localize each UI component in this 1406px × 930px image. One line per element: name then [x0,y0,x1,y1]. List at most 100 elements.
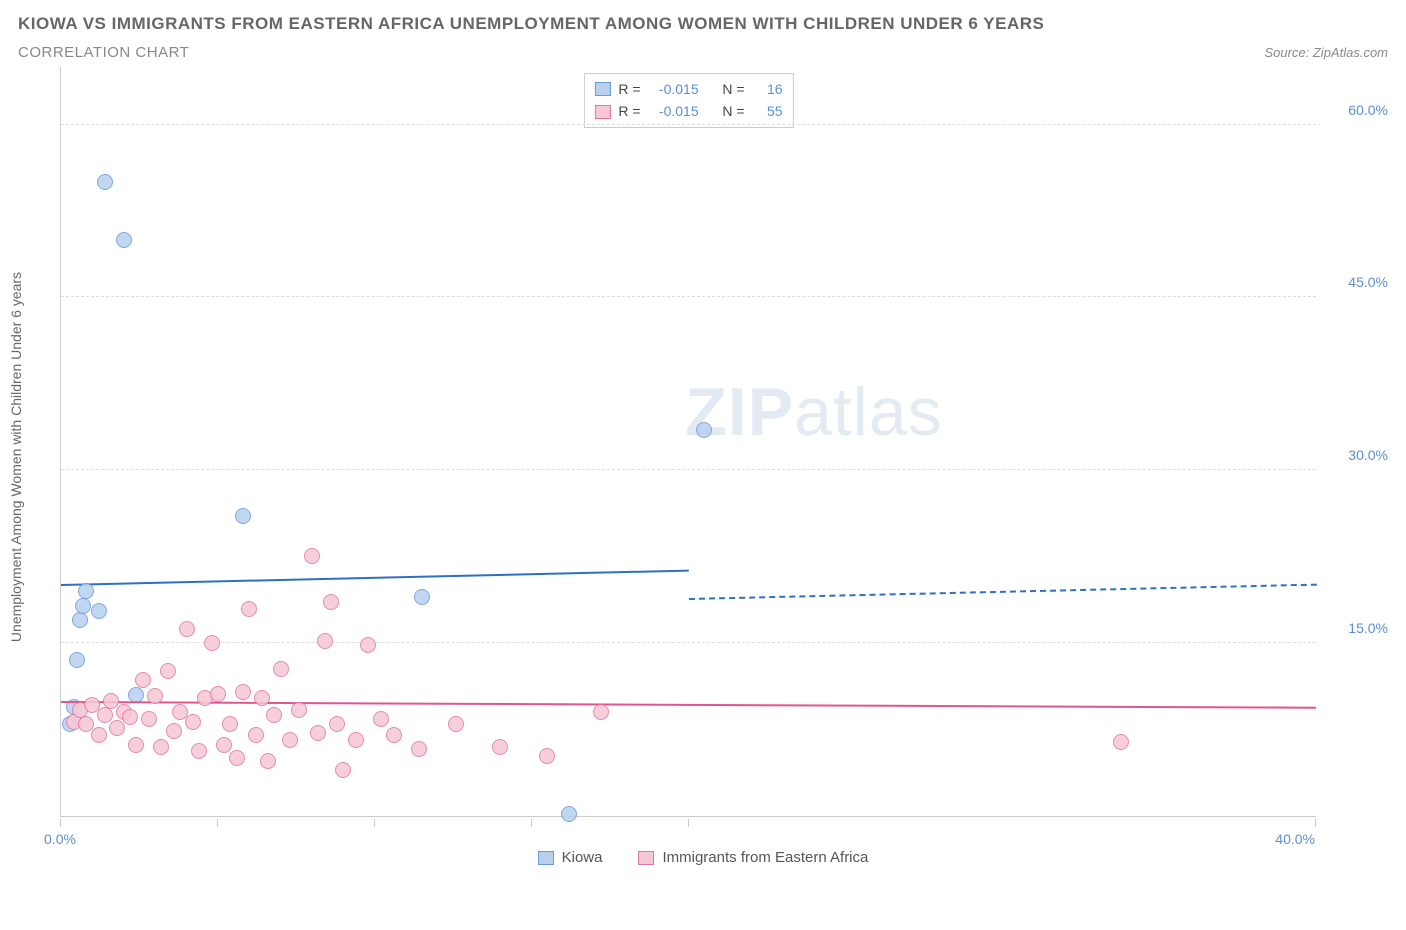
data-point-immigrants [360,637,376,653]
chart-title: KIOWA VS IMMIGRANTS FROM EASTERN AFRICA … [18,14,1388,34]
data-point-immigrants [291,702,307,718]
x-tick [60,819,61,827]
data-point-immigrants [216,737,232,753]
data-point-immigrants [210,686,226,702]
x-tick-label: 40.0% [1275,831,1315,847]
chart-subtitle: CORRELATION CHART [18,44,189,61]
data-point-immigrants [304,548,320,564]
data-point-immigrants [141,711,157,727]
r-label: R = [618,78,640,100]
n-label: N = [722,100,744,122]
data-point-immigrants [191,743,207,759]
n-label: N = [722,78,744,100]
source-attribution: Source: ZipAtlas.com [1264,45,1388,60]
n-value: 55 [753,100,783,122]
y-axis-label: Unemployment Among Women with Children U… [8,272,24,642]
legend-swatch-immigrants [638,851,654,865]
r-value: -0.015 [649,78,699,100]
n-value: 16 [753,78,783,100]
data-point-immigrants [122,709,138,725]
data-point-immigrants [335,762,351,778]
legend-swatch-kiowa [594,82,610,96]
data-point-immigrants [185,714,201,730]
y-tick-label: 60.0% [1348,102,1388,118]
data-point-immigrants [260,753,276,769]
r-label: R = [618,100,640,122]
data-point-immigrants [147,688,163,704]
series-legend: Kiowa Immigrants from Eastern Africa [18,849,1388,866]
data-point-immigrants [593,704,609,720]
data-point-immigrants [1113,734,1129,750]
legend-swatch-kiowa [538,851,554,865]
y-tick-label: 30.0% [1348,447,1388,463]
data-point-immigrants [310,725,326,741]
x-tick [688,819,689,827]
series-name: Immigrants from Eastern Africa [662,849,868,866]
x-tick [1315,819,1316,827]
data-point-kiowa [72,612,88,628]
gridline [61,124,1316,125]
series-legend-item-immigrants: Immigrants from Eastern Africa [638,849,868,866]
data-point-immigrants [282,732,298,748]
data-point-immigrants [222,716,238,732]
legend-swatch-immigrants [594,105,610,119]
data-point-immigrants [323,594,339,610]
chart-container: Unemployment Among Women with Children U… [18,67,1388,847]
plot-outer: ZIPatlas R =-0.015 N =16R =-0.015 N =55 … [60,67,1388,847]
gridline [61,296,1316,297]
gridline [61,642,1316,643]
data-point-kiowa [235,508,251,524]
data-point-immigrants [166,723,182,739]
data-point-immigrants [153,739,169,755]
watermark-bold: ZIP [685,374,794,450]
data-point-kiowa [696,422,712,438]
data-point-immigrants [229,750,245,766]
series-name: Kiowa [562,849,603,866]
plot-area: ZIPatlas R = -0.015 N = 16 R = -0.015 N = 55 [60,67,1316,817]
watermark-light: atlas [794,374,943,450]
data-point-immigrants [241,601,257,617]
gridline [61,469,1316,470]
data-point-immigrants [329,716,345,732]
r-value: -0.015 [649,100,699,122]
trend-line-immigrants-solid [61,701,1316,709]
data-point-kiowa [78,583,94,599]
data-point-immigrants [273,661,289,677]
data-point-kiowa [97,174,113,190]
data-point-immigrants [317,633,333,649]
x-tick [374,819,375,827]
series-legend-item-kiowa: Kiowa [538,849,603,866]
data-point-immigrants [179,621,195,637]
data-point-immigrants [248,727,264,743]
data-point-kiowa [414,589,430,605]
data-point-immigrants [492,739,508,755]
x-tick-label: 0.0% [44,831,76,847]
data-point-immigrants [411,741,427,757]
data-point-immigrants [373,711,389,727]
correlation-legend-row-kiowa: R = -0.015 N = 16 [594,78,782,100]
data-point-kiowa [561,806,577,822]
x-tick [531,819,532,827]
trend-line-kiowa-dashed [688,584,1316,600]
data-point-immigrants [539,748,555,764]
data-point-immigrants [91,727,107,743]
trend-line-kiowa-solid [61,569,689,585]
y-tick-label: 15.0% [1348,620,1388,636]
y-tick-label: 45.0% [1348,274,1388,290]
data-point-immigrants [386,727,402,743]
data-point-kiowa [75,598,91,614]
data-point-kiowa [116,232,132,248]
watermark: ZIPatlas [685,373,942,451]
data-point-immigrants [160,663,176,679]
data-point-kiowa [91,603,107,619]
data-point-immigrants [97,707,113,723]
correlation-legend: R = -0.015 N = 16 R = -0.015 N = 55 [583,73,793,128]
data-point-immigrants [348,732,364,748]
data-point-kiowa [69,652,85,668]
data-point-immigrants [448,716,464,732]
data-point-immigrants [235,684,251,700]
data-point-immigrants [266,707,282,723]
data-point-immigrants [254,690,270,706]
data-point-immigrants [135,672,151,688]
data-point-immigrants [204,635,220,651]
